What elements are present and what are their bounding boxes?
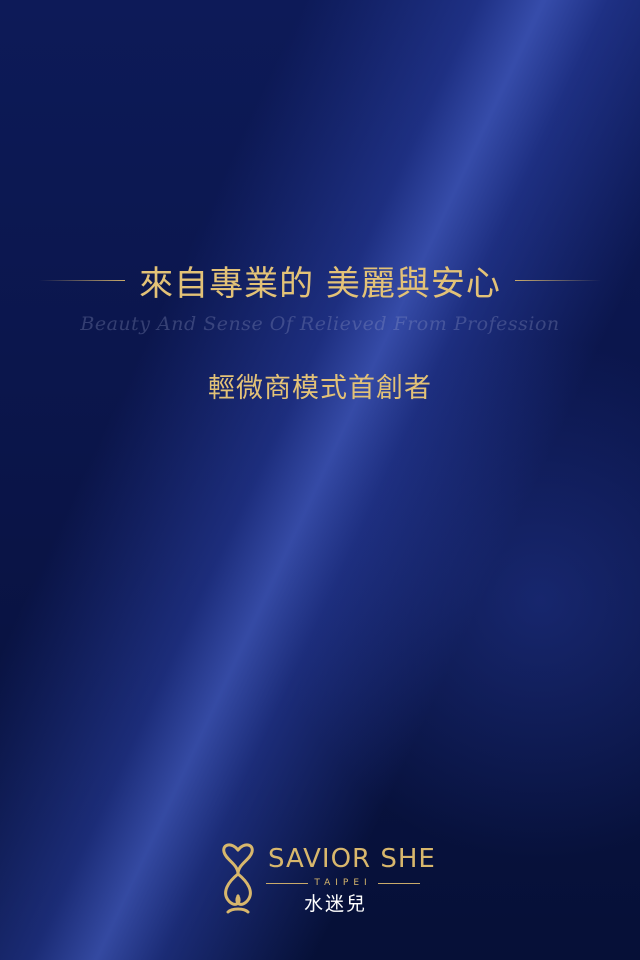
brand-name: SAVIOR SHE bbox=[268, 844, 436, 874]
background-glow bbox=[280, 340, 640, 860]
english-subline: Beauty And Sense Of Relieved From Profes… bbox=[80, 313, 560, 335]
brand-chinese-name: 水迷兒 bbox=[304, 893, 368, 915]
headline-right-rule bbox=[514, 279, 601, 281]
headline-row: 來自專業的 美麗與安心 bbox=[0, 252, 640, 308]
brand-city-row: TAIPEI bbox=[266, 876, 421, 890]
double-heart-infinity-logo-icon bbox=[222, 843, 254, 914]
headline: 來自專業的 美麗與安心 bbox=[139, 263, 501, 304]
tagline: 輕微商模式首創者 bbox=[208, 373, 432, 404]
brand-logo: SAVIOR SHE TAIPEI 水迷兒 bbox=[214, 838, 435, 918]
brand-city-right-line bbox=[377, 882, 421, 884]
headline-left-rule bbox=[39, 279, 126, 281]
brand-city: TAIPEI bbox=[314, 878, 372, 888]
brand-city-left-line bbox=[266, 882, 309, 884]
